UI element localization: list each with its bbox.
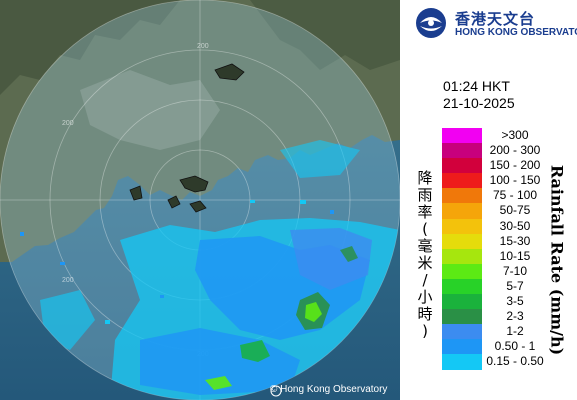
legend-label: 50-75 [499,203,531,218]
legend-row: 100 - 150 [442,173,577,189]
legend-label: 5-7 [506,278,524,293]
legend-row: 2-3 [442,309,577,325]
legend-swatch [442,354,482,370]
legend-label: >300 [501,128,529,142]
legend-row: 50-75 [442,203,577,219]
legend-swatch [442,158,482,174]
legend-label: 200 - 300 [489,143,541,158]
hko-logo: 香港天文台 HONG KONG OBSERVATORY [410,6,577,42]
legend-label: 0.15 - 0.50 [486,354,544,369]
legend-row: 1-2 [442,324,577,340]
legend-row: >300 [442,128,577,144]
legend-row: 10-15 [442,248,577,264]
hill-area [250,0,400,70]
legend-label: 1-2 [506,324,524,339]
legend-label: 3-5 [506,294,524,309]
range-label: 200 [197,43,209,50]
legend-swatch [442,278,482,295]
legend-swatch [442,143,482,159]
range-label: 200 [62,277,74,284]
legend-label: 0.50 - 1 [494,339,536,354]
rainfall-legend: >300 200 - 300 150 - 200 100 - 150 75 - 100 5… [442,128,577,370]
legend-label: 10-15 [499,248,531,263]
legend-swatch [442,309,482,325]
legend-label: 7-10 [502,263,528,278]
legend-swatch [442,188,482,204]
legend-swatch [442,218,482,234]
legend-swatch [442,324,482,340]
legend-swatch [442,173,482,189]
legend-row: 75 - 100 [442,188,577,204]
legend-title-cn: 降雨率(毫米 / 小時) [417,169,433,340]
legend-label: 2-3 [506,309,524,324]
copyright-icon [270,385,282,397]
legend-label: 30-50 [499,218,531,233]
legend-row: 0.15 - 0.50 [442,354,577,370]
range-label: 200 [62,120,74,127]
legend-swatch [442,263,482,279]
legend-label: 100 - 150 [489,173,541,188]
radar-map: 200 200 200 200 [0,0,400,400]
legend-row: 200 - 300 [442,143,577,159]
hko-logo-icon [416,8,446,38]
legend-label: 15-30 [499,233,531,248]
legend-swatch [442,294,482,310]
legend-row: 15-30 [442,233,577,249]
legend-row: 7-10 [442,263,577,279]
legend-label: 150 - 200 [489,158,541,173]
logo-name-en: HONG KONG OBSERVATORY [455,27,577,38]
legend-title-en: Rainfall Rate (mm/h) [547,164,567,356]
legend-row: 30-50 [442,218,577,234]
legend-row: 5-7 [442,278,577,295]
legend-panel: 香港天文台 HONG KONG OBSERVATORY 01:24 HKT 21… [400,0,577,400]
hill-area [0,0,180,95]
legend-row: 150 - 200 [442,158,577,174]
radar-date: 21-10-2025 [443,95,515,111]
urban-area [80,70,220,150]
logo-name-cn: 香港天文台 [455,10,536,28]
legend-swatch [442,339,482,355]
radar-time: 01:24 HKT [443,78,510,94]
legend-row: 0.50 - 1 [442,339,577,355]
legend-swatch [442,128,482,144]
legend-row: 3-5 [442,294,577,310]
legend-label: 75 - 100 [492,188,538,203]
coastline [129,63,245,213]
copyright-text: © Hong Kong Observatory [270,384,388,395]
legend-swatch [442,233,482,249]
legend-swatch [442,203,482,219]
legend-swatch [442,248,482,264]
